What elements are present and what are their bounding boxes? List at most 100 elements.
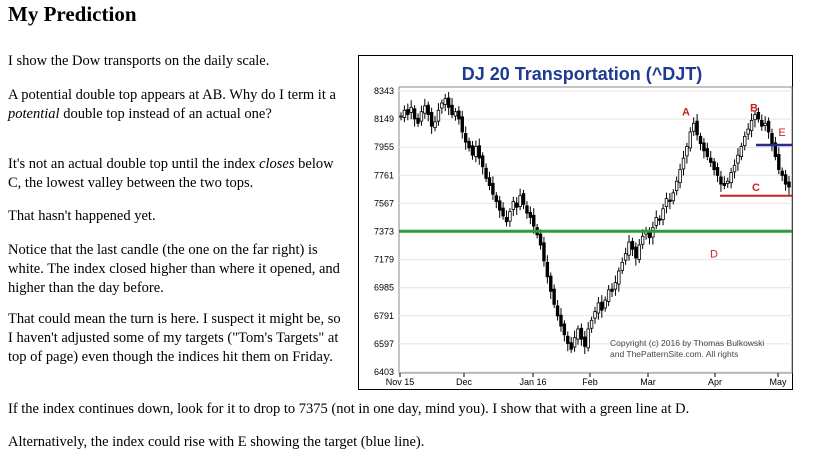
candle-body — [763, 122, 767, 126]
candle-body — [593, 311, 597, 319]
candle-body — [549, 275, 553, 292]
candle-body — [419, 111, 424, 122]
target-lines — [399, 143, 792, 233]
candle — [508, 208, 512, 227]
y-tick-label: 6597 — [374, 339, 394, 349]
candle-body — [460, 116, 464, 133]
candle-body — [416, 117, 420, 124]
candle — [715, 162, 720, 183]
y-tick-label: 6403 — [374, 367, 394, 377]
candle — [732, 159, 737, 179]
candle-body — [715, 167, 720, 176]
y-tick-label: 7179 — [374, 255, 394, 265]
candle — [692, 117, 696, 136]
candle-body — [412, 108, 417, 120]
candle-body — [525, 205, 529, 214]
candle — [671, 189, 675, 205]
y-axis: 8343 8149 7955 7761 7567 7373 7179 6985 6791 6597… — [374, 86, 394, 377]
candle — [429, 107, 434, 134]
candle — [525, 201, 529, 219]
candle — [494, 192, 498, 209]
candle — [487, 171, 492, 191]
candle — [443, 93, 447, 112]
candle — [770, 128, 774, 152]
x-tick-label: Feb — [582, 377, 598, 387]
candle — [501, 202, 505, 220]
pattern-label-e: E — [778, 127, 785, 139]
candle-body — [504, 217, 509, 223]
candle — [423, 98, 427, 119]
candle — [467, 137, 471, 152]
candle — [617, 267, 621, 292]
paragraph-turn: That could mean the turn is here. I susp… — [8, 311, 341, 365]
candle-body — [440, 102, 444, 109]
candle-body — [773, 142, 778, 158]
candle-body — [576, 328, 580, 340]
candle-body — [545, 261, 550, 278]
candle — [743, 131, 747, 151]
candle — [433, 115, 437, 132]
candle — [470, 140, 475, 160]
candle-body — [446, 97, 451, 108]
candle-body — [637, 244, 641, 260]
candle — [457, 106, 461, 125]
candle-body — [640, 235, 645, 245]
y-tick-label: 6791 — [374, 311, 394, 321]
candle-body — [453, 111, 458, 117]
candle — [623, 247, 628, 265]
candle — [562, 320, 567, 342]
candle-body — [623, 253, 628, 261]
x-tick-label: Dec — [456, 377, 473, 387]
candle-body — [705, 148, 710, 158]
emphasis-potential: potential — [8, 106, 60, 122]
candle-body — [647, 231, 652, 239]
candle — [603, 296, 607, 312]
candle-body — [620, 261, 624, 271]
x-tick-label: Nov 15 — [386, 377, 415, 387]
candle-body — [760, 120, 764, 127]
candle — [504, 210, 509, 227]
candle — [661, 203, 665, 226]
candle-body — [555, 305, 560, 317]
candle — [572, 330, 577, 352]
candle — [620, 257, 624, 274]
page-title: My Prediction — [8, 2, 137, 26]
candle — [783, 169, 788, 191]
candle — [596, 296, 601, 320]
candle-body — [436, 109, 441, 122]
candle-body — [722, 183, 727, 186]
candle-body — [406, 109, 410, 116]
candle-body — [528, 211, 533, 218]
candle — [450, 98, 454, 119]
candle-body — [688, 131, 692, 149]
pattern-labels: A B C D E — [682, 102, 786, 260]
candle-body — [494, 195, 498, 202]
candle-body — [661, 208, 665, 221]
paragraph-intro: I show the Dow transports on the daily s… — [8, 53, 270, 69]
candle — [753, 110, 757, 128]
emphasis-closes: closes — [259, 156, 295, 172]
candle — [766, 117, 771, 139]
candle-body — [477, 145, 481, 159]
pattern-label-c: C — [752, 182, 760, 194]
candle — [480, 152, 485, 175]
paragraph-closes-below: It's not an actual double top until the … — [8, 155, 348, 193]
candle — [515, 197, 519, 215]
candle — [426, 101, 430, 122]
candle-body — [508, 211, 512, 222]
candle-body — [732, 164, 737, 173]
candle-body — [756, 112, 761, 120]
candle — [402, 105, 407, 123]
candle-body — [457, 110, 461, 120]
candle — [637, 239, 641, 264]
candle — [610, 283, 614, 297]
candle-body — [783, 174, 788, 185]
y-tick-label: 7567 — [374, 198, 394, 208]
x-tick-label: Apr — [708, 377, 722, 387]
candle — [498, 196, 502, 218]
y-tick-label: 6985 — [374, 283, 394, 293]
candle-body — [681, 157, 686, 170]
candle — [777, 147, 781, 175]
candle-body — [579, 327, 584, 340]
candle — [576, 325, 580, 345]
